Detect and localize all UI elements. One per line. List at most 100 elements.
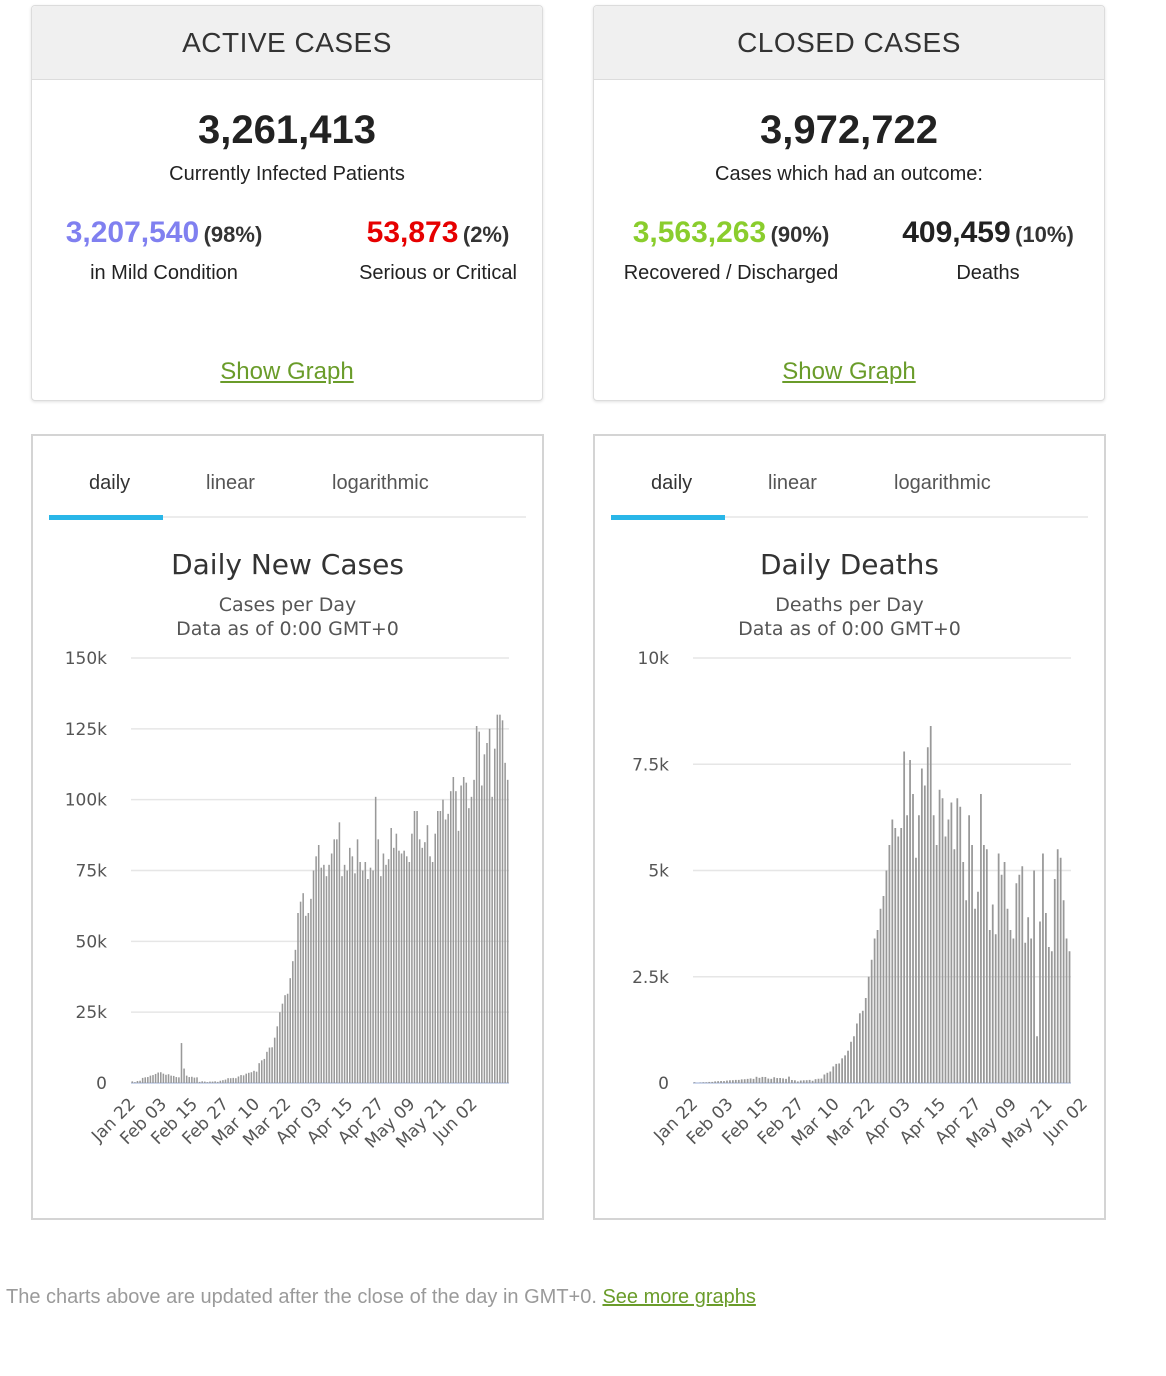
bar — [266, 1051, 268, 1083]
bar — [294, 949, 297, 1083]
mild-stat: 3,207,540 (98%) in Mild Condition — [56, 216, 272, 285]
bar — [268, 1047, 271, 1083]
bar — [333, 839, 336, 1083]
bar — [185, 1075, 188, 1083]
bar — [1015, 883, 1018, 1083]
bar — [395, 833, 398, 1083]
bar — [796, 1081, 799, 1083]
bar — [160, 1072, 162, 1083]
bar — [346, 870, 348, 1083]
bar — [823, 1074, 826, 1083]
bar — [429, 856, 431, 1083]
bar — [455, 791, 457, 1083]
bar — [799, 1080, 802, 1083]
bar — [506, 779, 509, 1083]
bar — [408, 862, 411, 1083]
bar — [152, 1075, 154, 1083]
bar — [367, 879, 369, 1083]
bar — [149, 1075, 152, 1083]
bar — [260, 1060, 263, 1083]
bar — [953, 849, 956, 1083]
bar — [720, 1081, 722, 1083]
bar — [250, 1072, 253, 1083]
tab-logarithmic[interactable]: logarithmic — [894, 472, 991, 494]
tab-linear[interactable]: linear — [206, 472, 255, 494]
bar — [850, 1041, 852, 1083]
bar — [726, 1080, 728, 1083]
bar — [144, 1077, 147, 1083]
bar — [457, 830, 460, 1083]
bar — [431, 862, 434, 1083]
bar — [1036, 1036, 1038, 1083]
closed-subtitle: Cases which had an outcome: — [715, 163, 983, 185]
closed-show-graph-link[interactable]: Show Graph — [782, 358, 916, 385]
bar — [776, 1078, 779, 1083]
bar — [478, 731, 480, 1083]
bar — [808, 1079, 811, 1083]
bar — [271, 1047, 273, 1083]
bar — [723, 1081, 725, 1083]
bar — [191, 1076, 193, 1083]
bar — [1021, 866, 1024, 1083]
y-tick-label: 5k — [648, 862, 669, 882]
active-show-graph-link[interactable]: Show Graph — [220, 358, 354, 385]
bar — [289, 978, 291, 1083]
y-tick-label: 2.5k — [632, 968, 669, 988]
footer-note: The charts above are updated after the c… — [6, 1286, 756, 1309]
bar — [206, 1082, 209, 1083]
bar — [504, 762, 506, 1083]
bar — [1065, 938, 1068, 1083]
bar — [788, 1076, 790, 1084]
bar — [214, 1081, 216, 1083]
bar — [468, 808, 470, 1083]
bar — [323, 864, 325, 1083]
bar — [729, 1080, 731, 1083]
bar — [219, 1080, 222, 1083]
bar — [390, 828, 392, 1083]
bar — [224, 1079, 227, 1083]
bar — [711, 1081, 714, 1083]
bar — [705, 1082, 708, 1083]
tab-linear[interactable]: linear — [768, 472, 817, 494]
y-tick-label: 7.5k — [632, 755, 669, 775]
bar — [183, 1068, 185, 1083]
active-tab-indicator — [611, 515, 725, 520]
bar — [1059, 857, 1062, 1083]
bar — [405, 856, 408, 1083]
bar — [882, 896, 885, 1083]
tab-daily[interactable]: daily — [651, 472, 693, 494]
y-tick-label: 50k — [76, 932, 108, 952]
y-tick-label: 0 — [658, 1074, 669, 1094]
bar — [483, 754, 486, 1083]
chart-subtitle-date: Data as of 0:00 GMT+0 — [738, 618, 961, 640]
chart-tabs: daily linear logarithmic — [611, 466, 1088, 520]
bar — [864, 998, 867, 1083]
bar — [139, 1080, 141, 1083]
bar — [1018, 874, 1021, 1083]
bar — [380, 876, 382, 1083]
bar — [1039, 921, 1041, 1083]
bar — [488, 728, 491, 1083]
bar — [805, 1080, 808, 1084]
tab-logarithmic[interactable]: logarithmic — [332, 472, 429, 494]
mild-value: 3,207,540 — [65, 216, 200, 249]
bar — [702, 1082, 705, 1083]
bar — [281, 1003, 284, 1083]
bar — [382, 853, 385, 1083]
bar — [387, 859, 390, 1083]
closed-total: 3,972,722 — [760, 108, 938, 152]
tab-daily[interactable]: daily — [89, 472, 131, 494]
bar — [493, 748, 496, 1083]
see-more-graphs-link[interactable]: See more graphs — [602, 1286, 756, 1308]
bar — [481, 785, 483, 1083]
bar — [330, 853, 333, 1083]
bar — [737, 1079, 740, 1083]
bar — [470, 796, 473, 1083]
bar — [867, 976, 870, 1083]
bar — [193, 1077, 196, 1083]
bar — [473, 779, 475, 1083]
bar — [844, 1055, 846, 1084]
bar — [198, 1081, 201, 1083]
bar — [1062, 900, 1065, 1083]
